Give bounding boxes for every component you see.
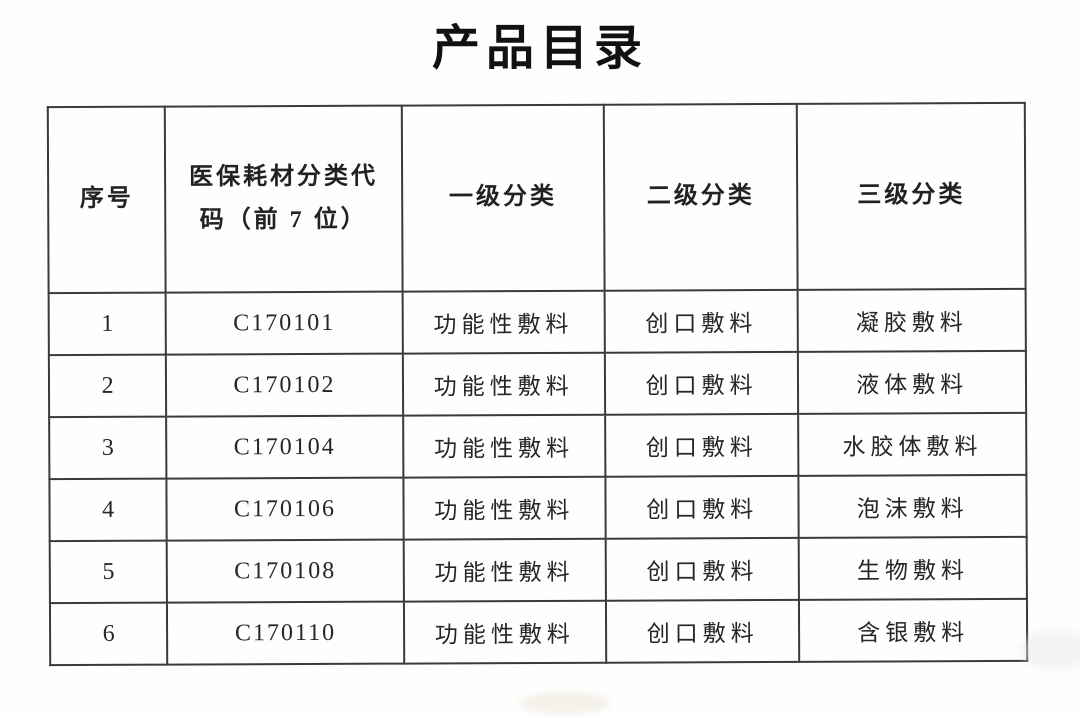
cell-level3: 液体敷料 [798,350,1027,414]
product-catalog-table: 序号 医保耗材分类代 码（前 7 位） 一级分类 二级分类 三级分类 1 C17… [46,101,1029,667]
page-title: 产品目录 [431,22,648,75]
cell-level3: 泡沫敷料 [798,474,1027,538]
cell-level2: 创口敷料 [605,537,800,601]
cell-code: C170101 [165,291,403,355]
cell-level1: 功能性敷料 [403,476,606,540]
cell-code: C170108 [166,539,404,603]
cell-code: C170104 [166,415,404,479]
cell-level2: 创口敷料 [604,289,799,353]
header-level3: 三级分类 [797,102,1026,290]
table-row: 5 C170108 功能性敷料 创口敷料 生物敷料 [49,536,1027,604]
scan-smudge-artifact [520,692,610,714]
header-seq: 序号 [47,106,166,294]
table-row: 1 C170101 功能性敷料 创口敷料 凝胶敷料 [48,288,1026,356]
header-level1: 一级分类 [401,104,605,292]
cell-level3: 凝胶敷料 [797,288,1026,352]
scan-smudge-artifact [1020,630,1080,670]
cell-code: C170102 [166,353,403,417]
cell-level3: 水胶体敷料 [798,412,1027,476]
cell-level1: 功能性敷料 [403,600,607,664]
cell-seq: 2 [48,354,167,418]
table-row: 4 C170106 功能性敷料 创口敷料 泡沫敷料 [49,474,1027,542]
cell-seq: 5 [49,540,168,604]
cell-code: C170106 [166,477,404,541]
cell-level2: 创口敷料 [605,413,799,477]
table-row: 3 C170104 功能性敷料 创口敷料 水胶体敷料 [49,412,1027,480]
cell-code: C170110 [167,601,404,665]
table-row: 2 C170102 功能性敷料 创口敷料 液体敷料 [48,350,1027,418]
cell-level2: 创口敷料 [604,351,799,415]
cell-level1: 功能性敷料 [402,414,606,478]
cell-level2: 创口敷料 [605,475,800,539]
cell-level3: 生物敷料 [799,536,1027,600]
cell-level3: 含银敷料 [799,598,1028,662]
cell-seq: 3 [49,416,167,480]
cell-seq: 1 [48,292,167,356]
cell-level1: 功能性敷料 [403,538,606,602]
cell-seq: 6 [49,602,168,666]
cell-seq: 4 [49,478,167,542]
table-header-row: 序号 医保耗材分类代 码（前 7 位） 一级分类 二级分类 三级分类 [47,102,1026,294]
cell-level1: 功能性敷料 [402,290,605,354]
header-code: 医保耗材分类代 码（前 7 位） [165,105,403,293]
cell-level1: 功能性敷料 [402,352,606,416]
table-row: 6 C170110 功能性敷料 创口敷料 含银敷料 [49,598,1028,666]
cell-level2: 创口敷料 [605,599,800,663]
header-level2: 二级分类 [603,103,798,291]
